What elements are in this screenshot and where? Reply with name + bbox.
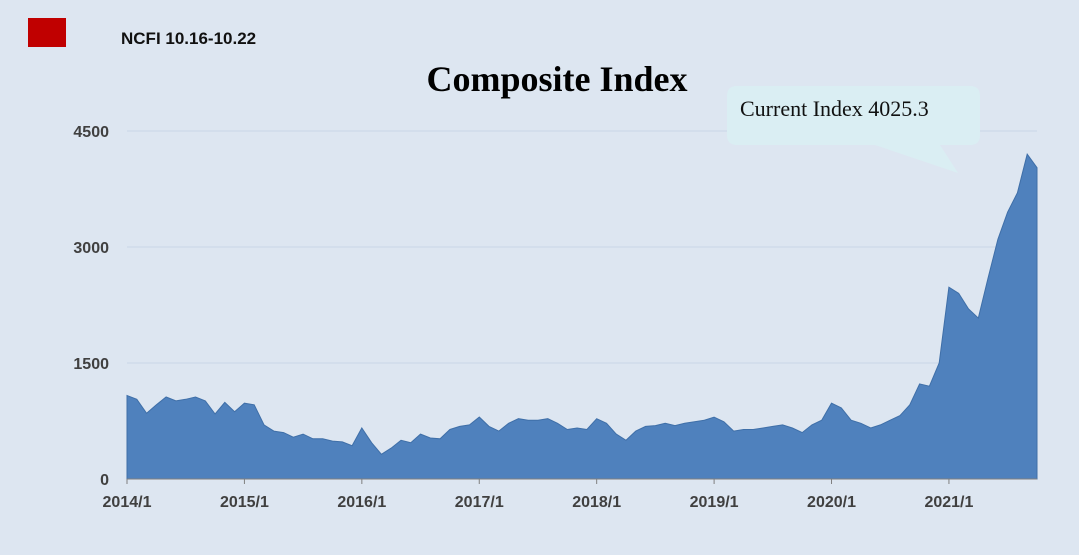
x-tick-label: 2017/1 bbox=[455, 494, 504, 511]
y-tick-label: 0 bbox=[100, 472, 109, 489]
y-tick-label: 1500 bbox=[73, 356, 109, 373]
x-tick-label: 2020/1 bbox=[807, 494, 856, 511]
x-tick-label: 2015/1 bbox=[220, 494, 269, 511]
y-axis: 0 1500 3000 4500 bbox=[73, 124, 109, 489]
grid-lines bbox=[127, 130, 1037, 364]
callout-bubble bbox=[727, 86, 980, 173]
x-tick-label: 2014/1 bbox=[103, 494, 152, 511]
x-tick-label: 2018/1 bbox=[572, 494, 621, 511]
chart-title: Composite Index bbox=[426, 59, 688, 99]
header-label: NCFI 10.16-10.22 bbox=[121, 29, 257, 48]
ncfi-logo-mark bbox=[28, 18, 66, 47]
callout-text: Current Index 4025.3 bbox=[740, 96, 929, 121]
x-tick-label: 2019/1 bbox=[690, 494, 739, 511]
x-tick-label: 2016/1 bbox=[337, 494, 386, 511]
x-tick-label: 2021/1 bbox=[924, 494, 973, 511]
y-tick-label: 3000 bbox=[73, 240, 109, 257]
x-axis: 2014/1 2015/1 2016/1 2017/1 2018/1 2019/1 2020… bbox=[103, 479, 974, 511]
y-tick-label: 4500 bbox=[73, 124, 109, 141]
composite-index-area bbox=[126, 153, 1038, 480]
